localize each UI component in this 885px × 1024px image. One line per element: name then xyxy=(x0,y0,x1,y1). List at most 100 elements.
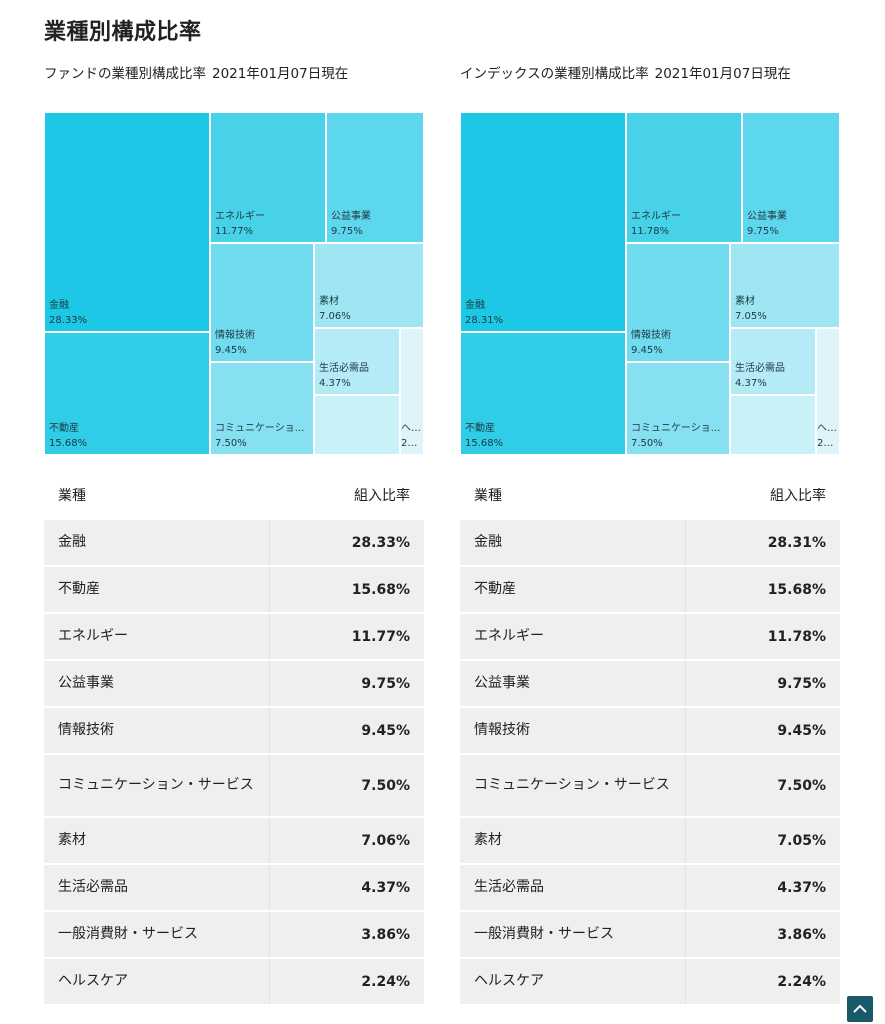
sector-name-text: 一般消費財・サービス xyxy=(474,926,614,942)
treemap-label: 不動産 15.68% xyxy=(49,421,206,451)
cell-divider xyxy=(269,708,270,753)
fund-table-header: 業種 組入比率 xyxy=(44,477,424,511)
sector-ratio: 7.50% xyxy=(777,777,826,794)
treemap-tile-healthcare[interactable]: ヘ... 2.... xyxy=(816,328,840,455)
treemap-label-name: コミュニケーショ... xyxy=(631,423,721,434)
treemap-label-value: 9.45% xyxy=(631,345,663,356)
treemap-label: 素材 7.05% xyxy=(735,294,836,324)
fund-chart-title: ファンドの業種別構成比率 2021年01月07日現在 xyxy=(44,62,424,86)
sector-name: エネルギー xyxy=(460,614,684,659)
treemap-tile-financials[interactable]: 金融 28.31% xyxy=(460,112,626,332)
sector-name-text: 素材 xyxy=(58,832,86,848)
sector-ratio: 9.75% xyxy=(361,675,410,692)
table-row: コミュニケーション・サービス 7.50% xyxy=(460,755,840,816)
table-row: ヘルスケア 2.24% xyxy=(460,959,840,1004)
sector-name-text: ヘルスケア xyxy=(58,973,128,989)
table-row: エネルギー 11.78% xyxy=(460,614,840,659)
sector-name-text: エネルギー xyxy=(474,628,544,644)
sector-name-text: コミュニケーション・サービス xyxy=(474,777,670,793)
treemap-label-name: ヘ... xyxy=(401,423,420,434)
scroll-top-button[interactable] xyxy=(847,996,873,1022)
cell-divider xyxy=(685,708,686,753)
sector-ratio: 3.86% xyxy=(361,926,410,943)
treemap-label-value: 2.... xyxy=(817,438,836,449)
sector-ratio: 4.37% xyxy=(361,879,410,896)
sector-name: コミュニケーション・サービス xyxy=(460,755,684,816)
cell-divider xyxy=(269,755,270,816)
treemap-tile-materials[interactable]: 素材 7.06% xyxy=(314,243,424,328)
sector-name: 情報技術 xyxy=(460,708,684,753)
fund-treemap: 金融 28.33% 不動産 15.68% エネルギー 11.77% 公益事業 9.75% 情報技… xyxy=(44,112,424,455)
treemap-label-name: エネルギー xyxy=(215,211,265,222)
treemap-tile-energy[interactable]: エネルギー 11.78% xyxy=(626,112,742,243)
index-table-header: 業種 組入比率 xyxy=(460,477,840,511)
treemap-tile-real-estate[interactable]: 不動産 15.68% xyxy=(460,332,626,455)
table-row: 素材 7.05% xyxy=(460,818,840,863)
index-table: 金融 28.31% 不動産 15.68% エネルギー 11.78% 公益事業 9.75% 情報技… xyxy=(460,520,840,1006)
treemap-tile-materials[interactable]: 素材 7.05% xyxy=(730,243,840,328)
table-row: 生活必需品 4.37% xyxy=(44,865,424,910)
treemap-label-value: 4.37% xyxy=(319,378,351,389)
cell-divider xyxy=(685,614,686,659)
sector-name: 不動産 xyxy=(460,567,684,612)
sector-name-text: 生活必需品 xyxy=(58,879,128,895)
treemap-label: 情報技術 9.45% xyxy=(631,328,726,358)
chevron-up-icon xyxy=(853,1004,867,1013)
sector-name-text: 金融 xyxy=(58,534,86,550)
treemap-tile-communication-services[interactable]: コミュニケーショ... 7.50% xyxy=(626,362,730,455)
treemap-label: 素材 7.06% xyxy=(319,294,420,324)
sector-name: エネルギー xyxy=(44,614,268,659)
treemap-label: 不動産 15.68% xyxy=(465,421,622,451)
treemap-label-name: 不動産 xyxy=(465,423,495,434)
treemap-tile-consumer-staples[interactable]: 生活必需品 4.37% xyxy=(314,328,400,395)
cell-divider xyxy=(685,567,686,612)
cell-divider xyxy=(685,818,686,863)
cell-divider xyxy=(269,912,270,957)
treemap-tile-real-estate[interactable]: 不動産 15.68% xyxy=(44,332,210,455)
sector-ratio: 28.33% xyxy=(351,534,410,551)
treemap-label-value: 28.33% xyxy=(49,315,88,326)
fund-panel: ファンドの業種別構成比率 2021年01月07日現在 金融 28.33% 不動産 15.… xyxy=(44,62,424,1004)
header-ratio: 組入比率 xyxy=(354,488,410,504)
table-row: 不動産 15.68% xyxy=(460,567,840,612)
sector-name-text: 素材 xyxy=(474,832,502,848)
cell-divider xyxy=(685,661,686,706)
sector-name-text: 一般消費財・サービス xyxy=(58,926,198,942)
fund-table: 金融 28.33% 不動産 15.68% エネルギー 11.77% 公益事業 9.75% 情報技… xyxy=(44,520,424,1006)
treemap-tile-consumer-discretionary[interactable] xyxy=(730,395,816,455)
treemap-label-name: 公益事業 xyxy=(747,211,787,222)
fund-chart-date: 2021年01月07日現在 xyxy=(212,66,349,82)
header-ratio: 組入比率 xyxy=(770,488,826,504)
treemap-label-value: 11.78% xyxy=(631,226,670,237)
treemap-label: ヘ... 2.... xyxy=(401,421,420,451)
treemap-label-value: 15.68% xyxy=(465,438,504,449)
table-row: 金融 28.33% xyxy=(44,520,424,565)
sector-ratio: 2.24% xyxy=(777,973,826,990)
treemap-label-name: 生活必需品 xyxy=(319,363,369,374)
treemap-tile-utilities[interactable]: 公益事業 9.75% xyxy=(326,112,424,243)
sector-name-text: ヘルスケア xyxy=(474,973,544,989)
cell-divider xyxy=(685,912,686,957)
sector-name-text: 不動産 xyxy=(58,581,100,597)
treemap-tile-communication-services[interactable]: コミュニケーショ... 7.50% xyxy=(210,362,314,455)
treemap-tile-info-tech[interactable]: 情報技術 9.45% xyxy=(210,243,314,362)
treemap-label: コミュニケーショ... 7.50% xyxy=(215,421,310,451)
treemap-tile-utilities[interactable]: 公益事業 9.75% xyxy=(742,112,840,243)
table-row: 金融 28.31% xyxy=(460,520,840,565)
treemap-label-name: 情報技術 xyxy=(631,330,671,341)
treemap-tile-financials[interactable]: 金融 28.33% xyxy=(44,112,210,332)
treemap-tile-healthcare[interactable]: ヘ... 2.... xyxy=(400,328,424,455)
treemap-label-name: 素材 xyxy=(735,296,755,307)
sector-name-text: エネルギー xyxy=(58,628,128,644)
treemap-label: 公益事業 9.75% xyxy=(331,209,420,239)
treemap-tile-info-tech[interactable]: 情報技術 9.45% xyxy=(626,243,730,362)
sector-ratio: 7.50% xyxy=(361,777,410,794)
treemap-label: エネルギー 11.78% xyxy=(631,209,738,239)
sector-ratio: 2.24% xyxy=(361,973,410,990)
treemap-tile-consumer-staples[interactable]: 生活必需品 4.37% xyxy=(730,328,816,395)
index-chart-date: 2021年01月07日現在 xyxy=(654,66,791,82)
treemap-tile-consumer-discretionary[interactable] xyxy=(314,395,400,455)
table-row: 公益事業 9.75% xyxy=(44,661,424,706)
treemap-tile-energy[interactable]: エネルギー 11.77% xyxy=(210,112,326,243)
treemap-label: 公益事業 9.75% xyxy=(747,209,836,239)
